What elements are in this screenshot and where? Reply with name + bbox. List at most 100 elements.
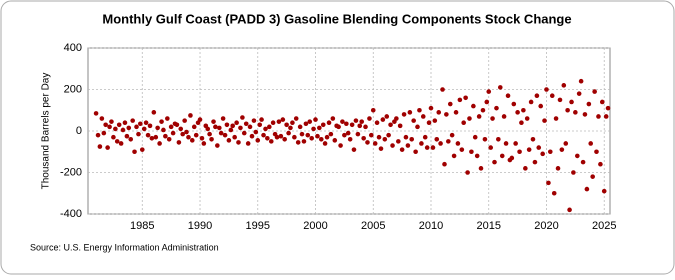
point [97,144,103,149]
point [559,147,565,152]
point [486,89,492,94]
point [249,133,255,139]
point [567,207,572,213]
point [278,133,284,139]
point [253,129,259,135]
point [549,93,555,99]
point [505,93,511,99]
point [463,95,468,101]
point [365,140,370,145]
point [218,130,224,136]
point [490,116,495,121]
point [370,107,376,113]
point [240,115,245,120]
point [403,134,409,140]
point [503,141,509,146]
point [124,133,130,139]
point [243,121,249,127]
point [465,170,470,175]
point [147,123,153,129]
point [318,137,324,142]
y-axis-label: Thousand Barrels per Day [41,73,52,190]
point [376,134,382,140]
point [426,120,432,125]
point [436,110,442,115]
point [322,141,328,146]
point [540,151,545,157]
point [338,143,343,148]
x-tick-label: 2025 [592,220,616,232]
point [596,114,601,119]
point [374,120,380,125]
point [259,117,264,122]
point [299,131,305,137]
point [182,118,187,123]
point [280,117,286,122]
y-tick-label: -200 [60,166,82,178]
point [380,117,386,122]
point [472,134,478,140]
point [407,110,413,115]
point [209,137,214,142]
point [274,134,280,140]
point [457,97,463,103]
point [336,124,341,130]
point [228,127,234,133]
point [153,134,159,140]
point [188,113,193,118]
point [569,99,574,105]
point [440,87,445,92]
point [432,118,438,123]
point [419,141,424,146]
point [128,137,134,142]
point [109,119,114,124]
point [601,188,607,194]
point [157,141,162,146]
point [163,133,168,139]
point [359,119,365,124]
y-tick-label: 200 [64,83,82,95]
point [542,118,547,123]
point [168,124,174,130]
point [349,122,355,128]
x-tick-label: 1985 [130,220,154,232]
point [178,126,184,132]
point [191,124,197,130]
point [590,174,595,179]
point [422,134,428,140]
source: Source: U.S. Energy Information Administ… [30,242,219,252]
x-tick-label: 2015 [476,220,500,232]
point [532,159,538,165]
point [580,159,586,165]
point [605,105,611,111]
point [411,118,416,123]
point [315,133,320,139]
point [265,135,270,141]
point [451,153,457,159]
point [166,137,172,142]
point [230,123,236,129]
point [390,143,395,148]
x-tick-label: 2010 [419,220,443,232]
point [105,145,110,150]
point [132,149,137,155]
point [324,134,330,140]
point [575,153,580,159]
point [459,147,465,152]
point [257,122,263,128]
x-tick-label: 2020 [534,220,558,232]
point [201,141,207,146]
point [592,89,597,94]
point [241,130,247,136]
point [519,120,524,125]
point [286,130,291,136]
point [557,97,563,103]
point [143,120,149,125]
point [511,101,517,107]
point [467,116,472,121]
point [245,141,251,146]
point [217,125,222,131]
point [101,130,107,136]
point [396,139,401,144]
